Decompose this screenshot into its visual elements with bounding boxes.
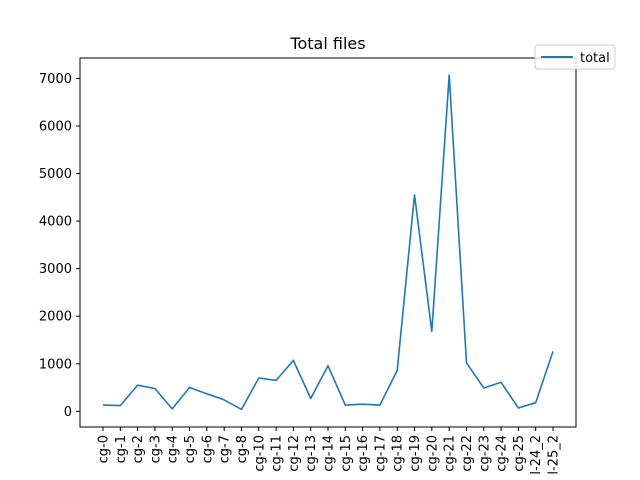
y-tick-label: 1000	[39, 357, 72, 372]
x-tick-label: cg-1	[114, 435, 129, 463]
series-line-total	[102, 74, 554, 411]
x-tick-label: cg-23	[477, 435, 492, 472]
x-tick-label: cg-16	[356, 435, 371, 472]
y-tick-label: 6000	[39, 119, 72, 134]
y-tick-label: 7000	[39, 72, 72, 87]
x-tick-label: cg-2	[131, 435, 146, 463]
legend-label: total	[580, 51, 610, 66]
x-tick-label: cg-12	[287, 435, 302, 472]
x-tick-label: cg-4	[166, 435, 181, 463]
x-tick-label: cg-24	[495, 435, 510, 472]
legend: total	[534, 44, 616, 70]
x-tick-label: cg-5	[183, 435, 198, 463]
x-tick-label: cg-20	[425, 435, 440, 472]
y-tick-label: 0	[64, 405, 72, 420]
x-tick-label: cg-18	[391, 435, 406, 472]
x-tick-label: cg-22	[460, 435, 475, 472]
x-tick-label: cg-11	[270, 435, 285, 472]
series-layer	[102, 74, 554, 411]
x-tick-label: cg-6	[200, 435, 215, 463]
y-tick-label: 2000	[39, 310, 72, 325]
legend-box	[534, 44, 616, 70]
plot-area	[79, 57, 577, 428]
y-axis: 0 1000 2000 3000 4000 5000 6000 7000	[39, 72, 80, 420]
y-tick-label: 4000	[39, 215, 72, 230]
x-tick-label: cg-3	[148, 435, 163, 463]
x-tick-label: cg-14	[322, 435, 337, 472]
x-tick-label: l-25_2	[547, 435, 562, 475]
y-tick-label: 5000	[39, 167, 72, 182]
x-tick-label: cg-19	[408, 435, 423, 472]
x-tick-label: cg-10	[252, 435, 267, 472]
x-tick-label: cg-25	[512, 435, 527, 472]
x-tick-label: cg-8	[235, 435, 250, 463]
chart-title: Total files	[289, 34, 365, 53]
x-tick-label: cg-13	[304, 435, 319, 472]
x-tick-label: cg-21	[443, 435, 458, 472]
x-tick-label: cg-0	[97, 435, 112, 463]
x-tick-label: cg-15	[339, 435, 354, 472]
x-tick-label: l-24_2	[529, 435, 544, 475]
x-axis: cg-0 cg-1 cg-2 cg-3 cg-4 cg-5 cg-6 cg-7 cg-8 cg-1…	[97, 427, 562, 475]
y-tick-label: 3000	[39, 262, 72, 277]
x-tick-label: cg-7	[218, 435, 233, 463]
x-tick-label: cg-17	[373, 435, 388, 472]
